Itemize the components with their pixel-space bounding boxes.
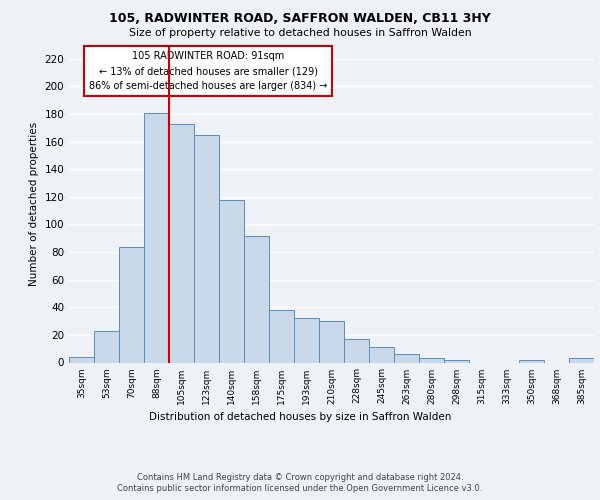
Text: 105, RADWINTER ROAD, SAFFRON WALDEN, CB11 3HY: 105, RADWINTER ROAD, SAFFRON WALDEN, CB1… (109, 12, 491, 26)
Bar (194, 134, 219, 362)
Bar (569, 358, 594, 362)
Bar (369, 348, 394, 362)
Bar (444, 360, 469, 362)
Bar (319, 321, 344, 362)
Y-axis label: Number of detached properties: Number of detached properties (29, 122, 39, 286)
Bar (119, 246, 144, 362)
Bar (219, 200, 244, 362)
Bar (269, 310, 294, 362)
Bar (344, 339, 369, 362)
Text: 105 RADWINTER ROAD: 91sqm
← 13% of detached houses are smaller (129)
86% of semi: 105 RADWINTER ROAD: 91sqm ← 13% of detac… (89, 52, 328, 91)
Bar (519, 360, 544, 362)
Bar (244, 236, 269, 362)
Bar (144, 112, 169, 362)
Text: Distribution of detached houses by size in Saffron Walden: Distribution of detached houses by size … (149, 412, 451, 422)
Bar (294, 318, 319, 362)
Text: Size of property relative to detached houses in Saffron Walden: Size of property relative to detached ho… (128, 28, 472, 38)
Bar (419, 358, 444, 362)
Bar (69, 357, 94, 362)
Text: Contains public sector information licensed under the Open Government Licence v3: Contains public sector information licen… (118, 484, 482, 493)
Bar (169, 124, 194, 362)
Bar (94, 331, 119, 362)
Bar (394, 354, 419, 362)
Text: Contains HM Land Registry data © Crown copyright and database right 2024.: Contains HM Land Registry data © Crown c… (137, 472, 463, 482)
